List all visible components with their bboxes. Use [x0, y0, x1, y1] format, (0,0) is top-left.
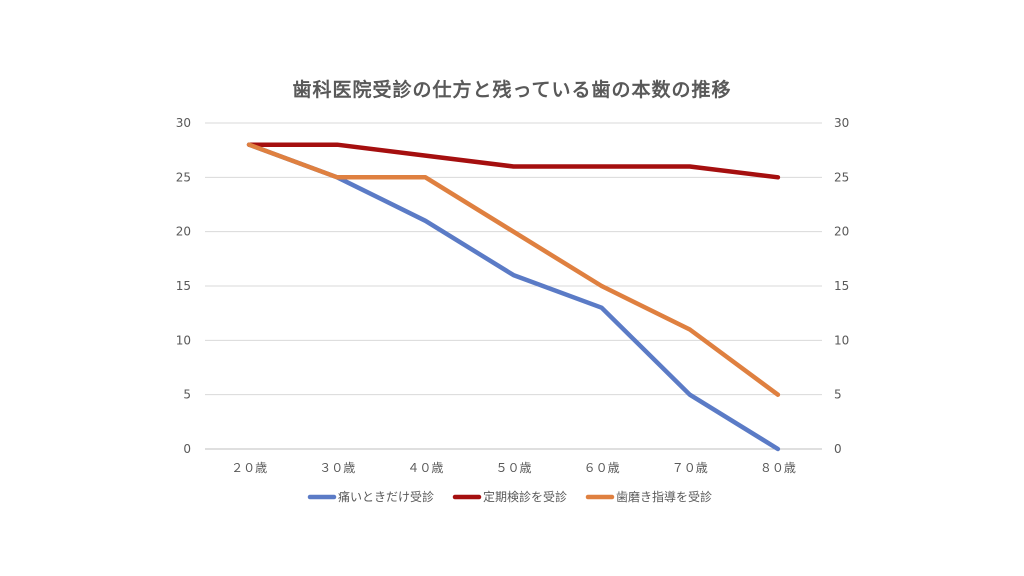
x-tick-label: ３０歳	[319, 461, 355, 475]
right-y-axis-ticks: 0 5 10 15 20 25 30	[834, 116, 849, 456]
legend: 痛いときだけ受診 定期検診を受診 歯磨き指導を受診	[307, 489, 712, 504]
left-y-axis-ticks: 0 5 10 15 20 25 30	[176, 116, 191, 456]
series-line-1	[246, 142, 781, 452]
left-y-tick-label: 25	[176, 170, 191, 184]
series-lines	[246, 142, 781, 452]
x-tick-label: ５０歳	[495, 461, 531, 475]
right-y-tick-label: 30	[834, 116, 849, 130]
chart-title: 歯科医院受診の仕方と残っている歯の本数の推移	[292, 78, 731, 101]
right-y-tick-label: 10	[834, 333, 849, 347]
x-tick-label: ２０歳	[231, 461, 267, 475]
right-y-tick-label: 15	[834, 279, 849, 293]
legend-label: 歯磨き指導を受診	[616, 489, 712, 504]
x-tick-label: ４０歳	[407, 461, 443, 475]
left-y-tick-label: 30	[176, 116, 191, 130]
series-line-2	[246, 142, 781, 180]
x-tick-label: ７０歳	[672, 461, 708, 475]
left-y-tick-label: 20	[176, 225, 191, 239]
right-y-tick-label: 5	[834, 388, 842, 402]
left-y-tick-label: 15	[176, 279, 191, 293]
x-tick-label: ８０歳	[760, 461, 796, 475]
legend-label: 痛いときだけ受診	[338, 489, 434, 504]
legend-label: 定期検診を受診	[483, 489, 567, 504]
left-y-tick-label: 10	[176, 333, 191, 347]
x-tick-label: ６０歳	[584, 461, 620, 475]
left-y-tick-label: 0	[183, 442, 191, 456]
right-y-tick-label: 0	[834, 442, 842, 456]
x-axis-ticks: ２０歳 ３０歳 ４０歳 ５０歳 ６０歳 ７０歳 ８０歳	[231, 461, 796, 475]
series-line-3	[246, 142, 781, 397]
left-y-tick-label: 5	[183, 388, 191, 402]
right-y-tick-label: 25	[834, 170, 849, 184]
right-y-tick-label: 20	[834, 225, 849, 239]
